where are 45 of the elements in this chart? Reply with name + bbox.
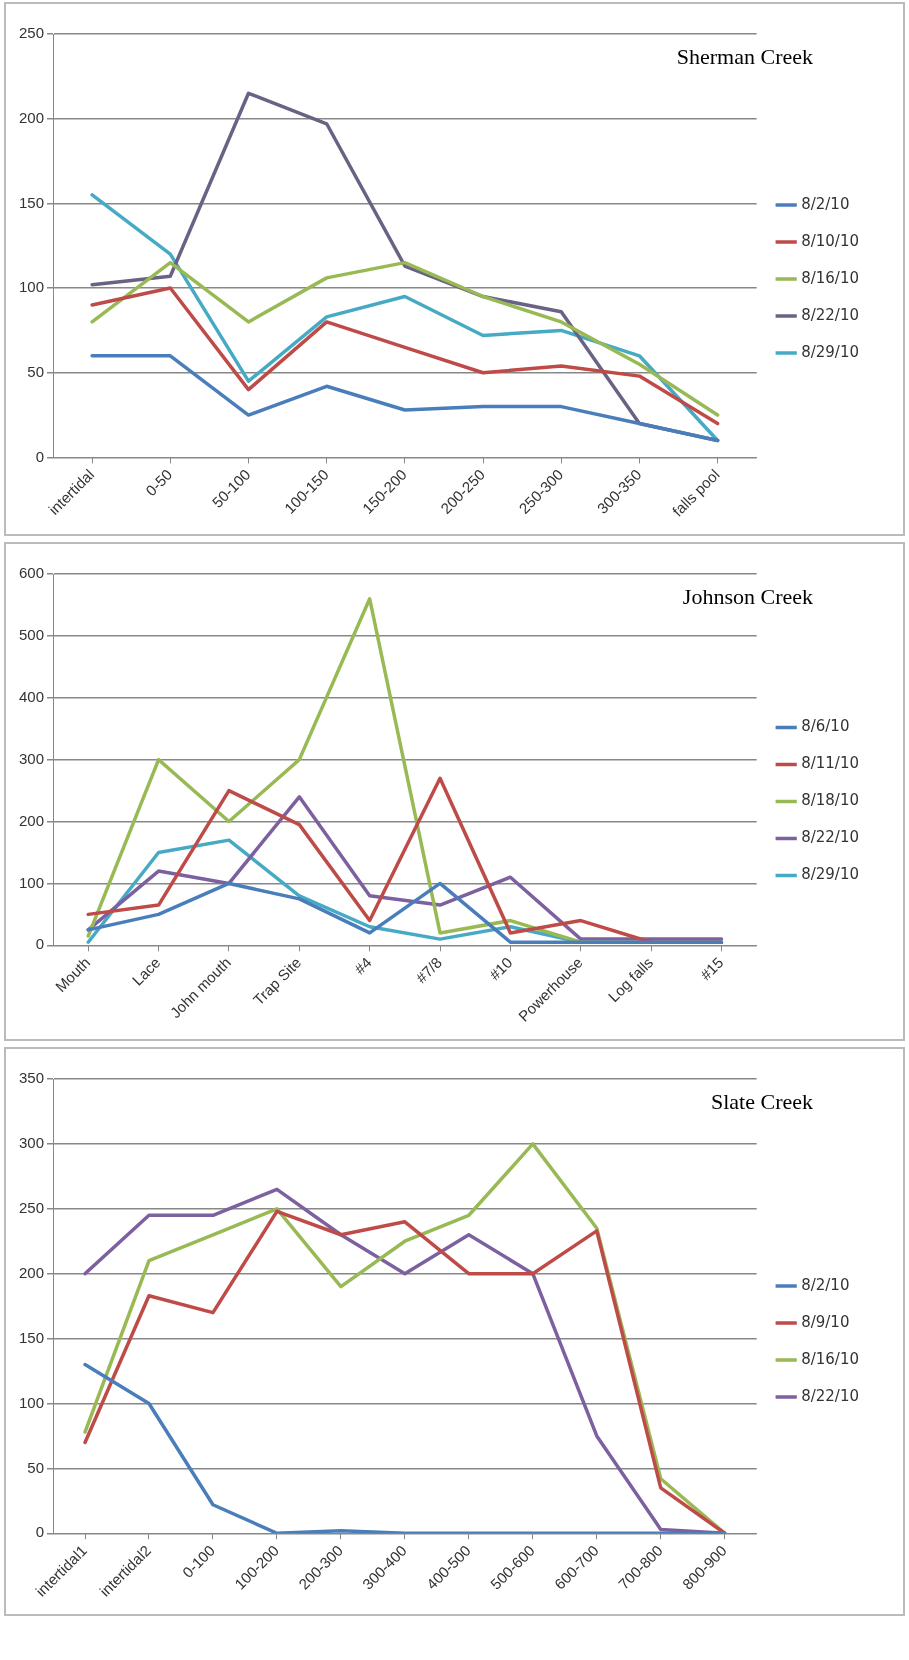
legend-label: 8/2/10 [801,1275,850,1294]
y-tick-label: 250 [19,24,45,42]
y-tick-label: 350 [19,1069,45,1087]
y-tick-label: 50 [27,362,45,380]
x-tick-label: Log falls [604,953,657,1006]
legend-label: 8/22/10 [801,1386,859,1405]
y-tick-label: 200 [19,108,45,126]
legend-label: 8/10/10 [801,231,859,250]
y-tick-label: 200 [19,1263,45,1281]
y-tick-label: 200 [19,811,45,829]
x-tick-label: Trap Site [249,953,305,1009]
y-tick-label: 300 [19,749,45,767]
x-tick-label: 0-50 [142,465,176,500]
y-tick-label: 100 [19,278,45,296]
text: Slate Creek [710,1089,813,1115]
legend-label: 8/29/10 [801,342,859,361]
y-tick-label: 100 [19,873,45,891]
y-tick-label: 100 [19,1393,45,1411]
y-tick-label: 0 [35,447,45,465]
y-tick-label: 150 [19,193,45,211]
y-tick-label: 250 [19,1198,45,1216]
legend-label: 8/11/10 [801,754,859,773]
x-tick-label: #10 [485,953,516,984]
y-tick-label: 300 [19,1134,45,1152]
legend-label: 8/22/10 [801,305,859,324]
y-tick-label: 400 [19,687,45,705]
y-tick-label: 600 [19,564,45,582]
y-tick-label: 0 [35,935,45,953]
legend-label: 8/29/10 [801,865,859,884]
y-tick-label: 0 [35,1523,45,1541]
legend-label: 8/6/10 [801,717,850,736]
legend-label: 8/22/10 [801,828,859,847]
text: Johnson Creek [682,584,813,610]
legend-label: 8/9/10 [801,1312,850,1331]
x-tick-label: #15 [696,953,727,984]
y-tick-label: 150 [19,1328,45,1346]
text: Sherman Creek [676,44,813,70]
x-tick-label: #4 [350,953,375,978]
y-tick-label: 500 [19,626,45,644]
y-tick-label: 50 [27,1458,45,1476]
x-tick-label: #7/8 [412,953,446,987]
legend-label: 8/16/10 [801,268,859,287]
legend-label: 8/2/10 [801,194,850,213]
legend-label: 8/18/10 [801,791,859,810]
legend-label: 8/16/10 [801,1349,859,1368]
